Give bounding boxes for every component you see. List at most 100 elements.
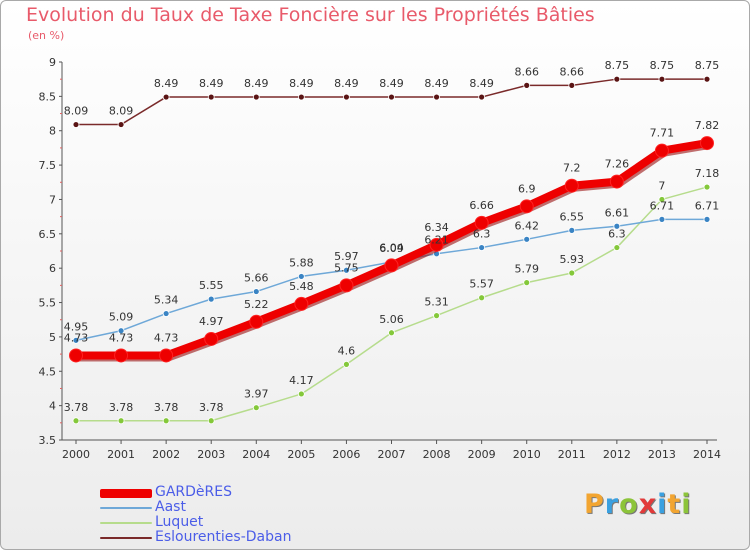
- data-label: 3.78: [154, 401, 179, 414]
- data-label: 6.04: [379, 241, 404, 254]
- y-tick-label: 8.5: [39, 90, 57, 103]
- data-point: [613, 75, 621, 83]
- data-point: [654, 143, 669, 158]
- data-point: [703, 183, 711, 191]
- data-label: 5.34: [154, 294, 179, 307]
- y-tick-label: 6.5: [39, 228, 57, 241]
- chart-title: Evolution du Taux de Taxe Foncière sur l…: [26, 4, 595, 26]
- data-label: 5.48: [289, 280, 314, 293]
- data-label: 6.61: [605, 206, 630, 219]
- data-point: [252, 288, 260, 295]
- data-point: [297, 273, 305, 280]
- y-tick-label: 6: [49, 262, 56, 275]
- data-point: [568, 81, 576, 89]
- data-label: 8.09: [64, 105, 89, 118]
- data-label: 5.79: [514, 263, 539, 276]
- data-label: 3.78: [109, 401, 134, 414]
- x-tick-label: 2003: [197, 448, 225, 461]
- logo-letter: x: [638, 489, 658, 520]
- data-label: 7.82: [695, 119, 720, 132]
- data-label: 3.97: [244, 388, 269, 401]
- data-point: [613, 244, 621, 251]
- data-point: [339, 278, 354, 293]
- data-point: [474, 215, 489, 230]
- logo-letter: o: [619, 489, 639, 520]
- series-luquet: [72, 183, 711, 425]
- y-tick-label: 5.5: [39, 297, 57, 310]
- data-point: [388, 329, 395, 337]
- x-tick-label: 2012: [603, 448, 631, 461]
- data-point: [700, 136, 714, 151]
- data-point: [207, 295, 215, 303]
- data-point: [204, 331, 219, 346]
- data-point: [117, 327, 125, 335]
- proxiti-logo: Proxiti: [584, 489, 692, 520]
- data-label: 6.34: [424, 221, 449, 234]
- legend-swatch: [100, 522, 152, 524]
- data-point: [613, 222, 621, 230]
- y-tick-label: 8: [49, 125, 56, 138]
- data-label: 5.97: [334, 250, 359, 263]
- data-point: [568, 226, 576, 234]
- data-label: 8.49: [154, 77, 179, 90]
- data-point: [72, 336, 80, 344]
- data-point: [114, 348, 129, 363]
- x-tick-label: 2010: [513, 448, 541, 461]
- data-label: 7.18: [695, 167, 720, 180]
- x-tick-label: 2004: [242, 448, 270, 461]
- data-label: 4.73: [64, 331, 89, 344]
- data-label: 4.95: [64, 320, 89, 333]
- data-point: [343, 93, 350, 101]
- data-label: 4.17: [289, 374, 314, 387]
- y-tick-label: 5: [49, 331, 56, 344]
- legend-label: GARDèRES: [155, 484, 233, 500]
- data-label: 5.75: [334, 261, 359, 274]
- data-point: [162, 310, 170, 317]
- y-tick-label: 7.5: [39, 159, 57, 172]
- data-label: 8.49: [244, 77, 269, 90]
- x-tick-label: 2001: [107, 448, 135, 461]
- data-label: 6.21: [424, 234, 449, 247]
- data-point: [207, 417, 215, 425]
- data-point: [523, 81, 531, 89]
- x-tick-label: 2006: [332, 448, 360, 461]
- data-point: [478, 93, 486, 101]
- logo-letter: i: [681, 489, 692, 520]
- data-label: 4.97: [199, 315, 224, 328]
- data-point: [384, 258, 399, 273]
- data-label: 7.26: [605, 158, 630, 171]
- data-label: 5.31: [424, 296, 449, 309]
- data-point: [564, 178, 579, 193]
- legend-swatch: [100, 488, 152, 498]
- data-point: [388, 93, 395, 101]
- data-point: [429, 237, 444, 252]
- data-point: [252, 404, 260, 412]
- x-tick-label: 2005: [287, 448, 315, 461]
- data-point: [523, 235, 531, 243]
- logo-letter: i: [657, 489, 668, 520]
- logo-letter: P: [584, 489, 605, 520]
- data-label: 6.3: [473, 228, 491, 241]
- data-point: [159, 348, 174, 363]
- data-point: [162, 93, 170, 101]
- x-tick-label: 2009: [468, 448, 496, 461]
- data-label: 8.49: [469, 77, 494, 90]
- data-point: [162, 417, 170, 425]
- data-point: [117, 417, 125, 425]
- data-label: 5.57: [469, 278, 494, 291]
- data-label: 3.78: [199, 401, 224, 414]
- data-point: [294, 296, 309, 311]
- x-tick-label: 2007: [378, 448, 406, 461]
- data-label: 8.75: [650, 59, 675, 72]
- chart-data-labels: 4.73 4.73 4.73 4.97 5.22 5.48 5.75 6.04 6.34 6.66…: [64, 59, 720, 414]
- y-tick-label: 4.5: [39, 365, 57, 378]
- data-point: [703, 215, 711, 223]
- data-label: 5.88: [289, 256, 314, 269]
- data-label: 6.71: [695, 199, 720, 212]
- chart-axes: 3.5 4 4.5 5 5.5 6 6.5 7 7.5 8 8.5 9 2000 2001 2002 2003…: [39, 56, 722, 461]
- x-tick-label: 2011: [558, 448, 586, 461]
- data-point: [343, 360, 350, 368]
- data-label: 4.73: [154, 331, 179, 344]
- series-eslourenties-daban: [72, 75, 711, 128]
